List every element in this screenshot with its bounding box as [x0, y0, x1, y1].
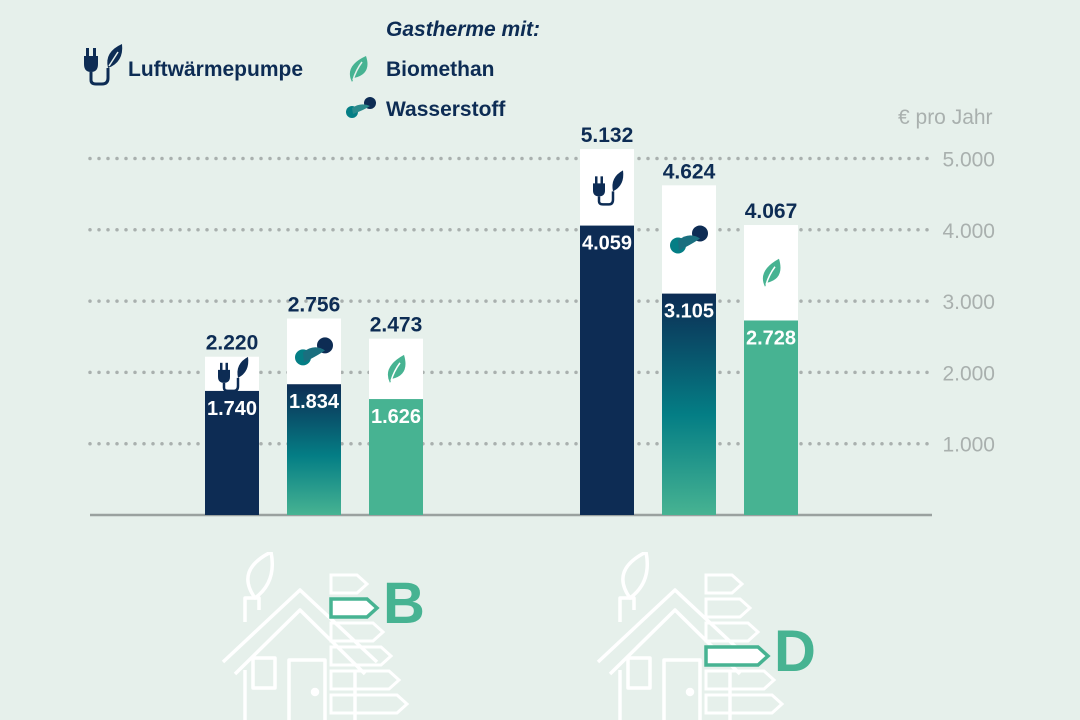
- bar-base-label: 1.626: [371, 406, 421, 428]
- bar-base-segment: [662, 293, 716, 515]
- y-tick-label: 4.000: [942, 220, 995, 243]
- y-tick-label: 1.000: [942, 434, 995, 457]
- bar-base-segment: [744, 320, 798, 515]
- efficiency-class-label: D: [774, 619, 816, 684]
- bar-total-segment: [205, 356, 259, 391]
- bar-total-label: 2.473: [370, 314, 423, 337]
- legend-label-hydrogen: Wasserstoff: [386, 98, 506, 121]
- decor-layer: BD: [221, 552, 816, 720]
- plug-icon: [593, 170, 624, 206]
- efficiency-scale-arrow: [704, 597, 753, 619]
- efficiency-scale-arrow: [329, 645, 394, 667]
- y-tick-label: 2.000: [942, 362, 995, 385]
- legend-hydrogen-icon: [346, 97, 376, 118]
- bars-layer: 2.220 1.740 2.756 1.834 2.473 1.626 5.132 4.059…: [205, 124, 798, 515]
- leaf-icon: [762, 258, 781, 287]
- efficiency-scale-arrow: [704, 573, 745, 595]
- efficiency-scale-arrow: [329, 669, 402, 691]
- efficiency-scale-arrow: [329, 573, 370, 595]
- legend-leaf-icon: [349, 56, 368, 82]
- efficiency-scale-arrow: [704, 669, 777, 691]
- leaf-icon: [387, 354, 406, 383]
- efficiency-scale-arrow: [329, 693, 410, 715]
- bar-base-segment: [580, 225, 634, 515]
- bar-total-label: 4.624: [663, 160, 716, 183]
- bar-total-label: 2.756: [288, 293, 341, 316]
- efficiency-scale-highlight: [329, 597, 380, 619]
- y-tick-label: 5.000: [942, 149, 995, 172]
- efficiency-class-label: B: [383, 571, 425, 636]
- bar-base-label: 3.105: [664, 301, 714, 323]
- y-tick-label: 3.000: [942, 291, 995, 314]
- legend-plug-icon: [84, 44, 123, 86]
- bar-total-label: 5.132: [581, 124, 634, 147]
- bar-total-label: 2.220: [206, 332, 259, 355]
- efficiency-scale-arrow: [704, 621, 761, 643]
- efficiency-scale-highlight: [704, 645, 771, 667]
- bar-base-label: 1.740: [207, 398, 257, 420]
- efficiency-scale-arrow: [704, 693, 785, 715]
- hydrogen-molecule-icon: [670, 225, 708, 254]
- hydrogen-molecule-icon: [295, 337, 333, 366]
- legend-label-heat-pump: Luftwärmepumpe: [128, 58, 304, 81]
- legend-title: Gastherme mit:: [386, 18, 541, 41]
- bar-total-label: 4.067: [745, 200, 798, 223]
- efficiency-scale-arrow: [329, 621, 386, 643]
- bar-base-segment: [205, 390, 259, 515]
- bar-total-segment: [580, 149, 634, 226]
- y-axis-unit: € pro Jahr: [898, 106, 993, 129]
- bar-base-label: 2.728: [746, 327, 796, 349]
- bar-base-label: 4.059: [582, 233, 632, 255]
- legend-label-biomethane: Biomethan: [386, 58, 495, 81]
- bar-base-label: 1.834: [289, 391, 340, 413]
- plug-icon: [218, 356, 249, 393]
- bar-base-segment: [369, 399, 423, 515]
- bar-base-segment: [287, 384, 341, 515]
